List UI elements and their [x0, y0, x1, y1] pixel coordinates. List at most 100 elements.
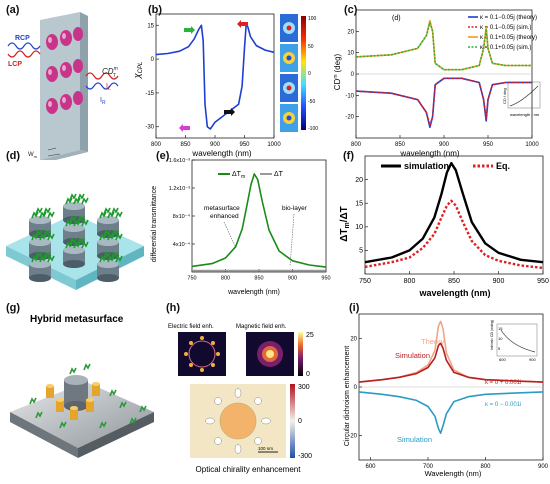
- panel-g-label: (g): [6, 302, 21, 314]
- molecule: [111, 229, 119, 237]
- molecule: [99, 421, 107, 429]
- molecule: [35, 229, 43, 237]
- y-tick-label: 20: [347, 29, 354, 35]
- inset-ytick: 10: [498, 336, 503, 341]
- y-tick-label: -15: [145, 91, 154, 97]
- annotation-enhanced: enhanced: [210, 213, 239, 220]
- chart-f-legend: simulation Eq.: [381, 161, 510, 171]
- hybrid-metasurface-illustration: [10, 363, 154, 458]
- chart-f-ylabel: ΔTm/ΔT: [339, 206, 351, 242]
- x-tick-label: 800: [221, 276, 230, 282]
- chart-e-plot: 750 800 850 900 950 4x10⁻⁴ 8x10⁻⁴ 1.2x10⁻³ 1.6x1…: [169, 158, 331, 282]
- molecule: [107, 233, 115, 241]
- molecule: [47, 211, 55, 219]
- chart-f-xlabel: wavelength (nm): [418, 288, 490, 298]
- series-line-3: [355, 22, 532, 71]
- y-tick-label: 4x10⁻⁴: [173, 241, 191, 248]
- y-tick-label: 0: [151, 57, 155, 63]
- chart-i-ylabel: Circular dichroism enhancement: [344, 346, 351, 446]
- cb-tick: -300: [298, 453, 312, 460]
- pillar: [29, 264, 51, 278]
- molecule: [115, 255, 123, 263]
- panel-h-label: (h): [166, 302, 181, 314]
- panel-f: (f) ΔTm/ΔT wavelength (nm) simulation Eq…: [335, 148, 550, 300]
- chart-i: Circular dichroism enhancement Wavelengt…: [344, 313, 549, 478]
- cb-tick: 300: [298, 384, 310, 391]
- panel-a-label: (a): [6, 4, 20, 16]
- pillar-array: [29, 193, 123, 282]
- series-line-Eq: [364, 199, 544, 270]
- pillar-top: [97, 238, 119, 246]
- label-kappa-top: κ = 0 + 0.001i: [485, 380, 521, 386]
- inset-xtick: 600: [499, 357, 506, 362]
- inset-ytick: 5: [498, 346, 501, 351]
- molecule: [39, 233, 47, 241]
- ir-label: IR: [100, 97, 106, 106]
- series-line-00001i: [358, 391, 544, 434]
- molecule: [69, 367, 77, 375]
- molecule: [43, 251, 51, 259]
- panel-i-label: (i): [349, 302, 360, 314]
- hybrid-title: Hybrid metasurface: [30, 314, 124, 325]
- label-simulation-top: Simulation: [395, 351, 430, 360]
- molecule: [111, 251, 119, 259]
- legend-entry: Eq.: [496, 161, 510, 171]
- molecule: [115, 233, 123, 241]
- series-line-0: [155, 22, 275, 130]
- x-tick-label: 900: [210, 142, 221, 148]
- chart-e: differential transmittance wavelength (n…: [151, 158, 331, 296]
- inset-xtick: 900: [529, 357, 536, 362]
- x-tick-label: 900: [439, 142, 450, 148]
- chart-c-xlabel: wavelength (nm): [399, 149, 459, 158]
- e-field-title: Electric field enh.: [168, 324, 214, 330]
- pillar: [97, 264, 119, 278]
- legend-entry: ΔT: [274, 171, 284, 178]
- chart-c: (d) CDm(deg) wavelength (nm) κ = 0.1−0.0…: [333, 9, 541, 158]
- scale-bar-label: 100 nm: [258, 446, 273, 451]
- pillar-top: [63, 202, 85, 210]
- resonance-arrow: [237, 20, 248, 28]
- x-tick-label: 800: [151, 142, 162, 148]
- molecule: [65, 219, 73, 227]
- x-tick-label: 800: [480, 464, 491, 470]
- x-tick-label: 850: [180, 142, 191, 148]
- molecule: [69, 237, 77, 245]
- molecule: [99, 255, 107, 263]
- field-map-strip: [280, 14, 298, 132]
- molecule: [107, 211, 115, 219]
- molecule: [83, 363, 91, 371]
- y-tick-label: 10: [347, 51, 354, 57]
- chart-i-plot: 600 700 800 900 -20 0 20: [348, 313, 549, 470]
- panel-c: (c) (d) CDm(deg) wavelength (nm) κ = 0.1…: [330, 0, 550, 160]
- x-tick-label: 600: [365, 464, 376, 470]
- molecule: [139, 405, 147, 413]
- y-tick-label: -20: [345, 115, 354, 121]
- legend-entry: κ = 0.1−0.05j (theory): [480, 15, 537, 21]
- molecule: [103, 207, 111, 215]
- plot-frame: [155, 13, 275, 139]
- molecule: [77, 237, 85, 245]
- inset-ylabel: CD / deg: [502, 88, 507, 104]
- il-label: IL: [106, 83, 111, 92]
- chart-b-plot: 800 850 900 950 1000 15 0 -15 -30: [145, 13, 281, 148]
- annotation-biolayer: bio-layer: [282, 205, 308, 212]
- molecule: [99, 233, 107, 241]
- optical-chirality-title: Optical chirality enhancement: [196, 465, 302, 474]
- molecule: [31, 255, 39, 263]
- y-tick-label: 8x10⁻⁴: [173, 213, 191, 220]
- panel-f-label: (f): [343, 150, 354, 162]
- resonance-arrow: [179, 124, 190, 132]
- legend-entry: κ = 0.1−0.05j (sim.): [480, 25, 531, 31]
- molecule: [35, 411, 43, 419]
- colorbar-chirality: [290, 384, 295, 458]
- inset-xlabel: wavelength / nm: [510, 112, 540, 117]
- molecule: [81, 197, 89, 205]
- x-tick-label: 900: [493, 278, 505, 285]
- molecule: [115, 211, 123, 219]
- molecule: [77, 215, 85, 223]
- molecule: [73, 241, 81, 249]
- molecule: [69, 193, 77, 201]
- wm-label: Wm: [28, 152, 38, 159]
- colorbar: [301, 16, 306, 130]
